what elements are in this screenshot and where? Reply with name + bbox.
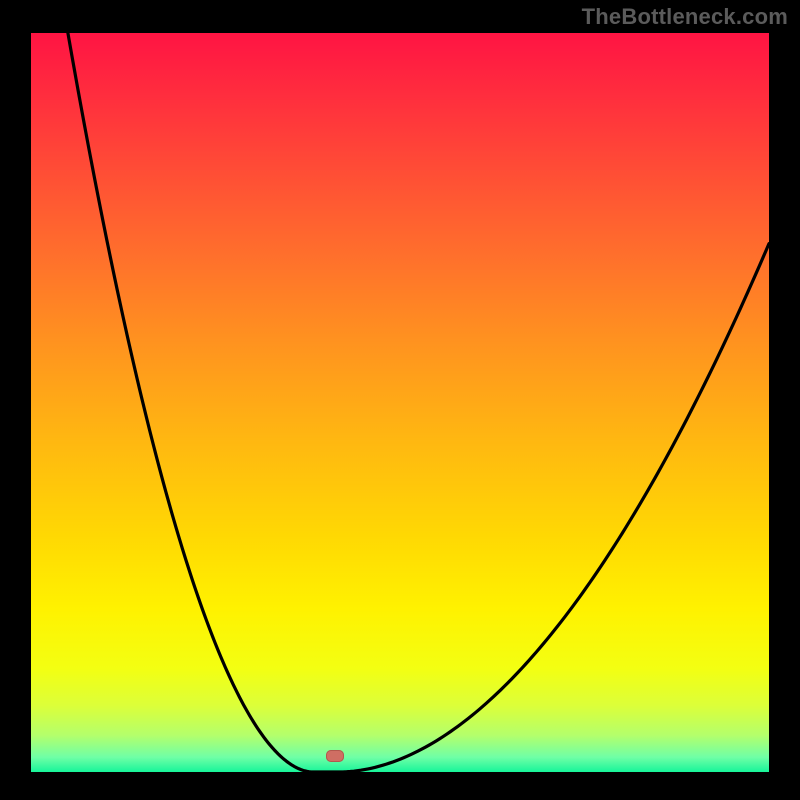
plot-area <box>31 33 769 772</box>
bottleneck-curve <box>31 33 769 772</box>
watermark-text: TheBottleneck.com <box>582 4 788 30</box>
minimum-marker <box>326 750 344 762</box>
chart-frame: TheBottleneck.com <box>0 0 800 800</box>
curve-path <box>68 33 769 772</box>
